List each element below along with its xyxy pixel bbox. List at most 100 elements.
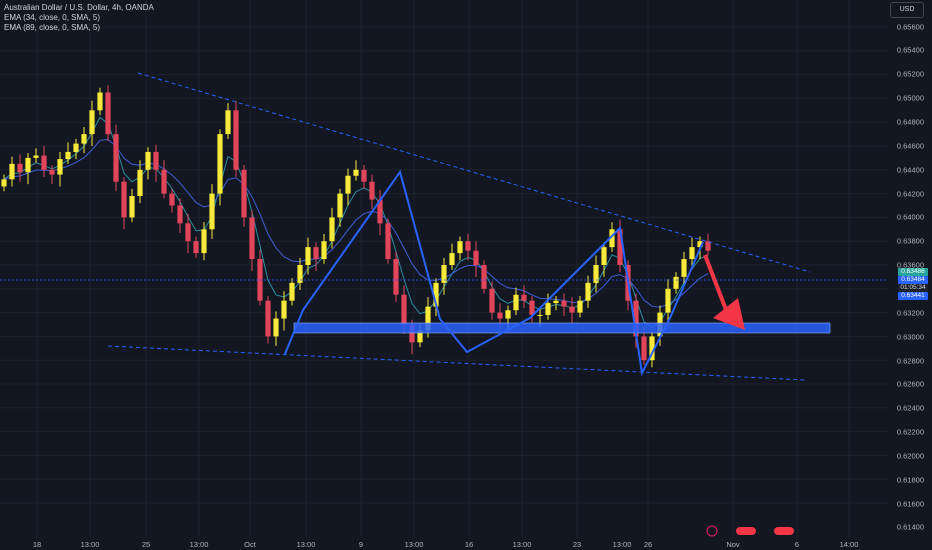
bear-candle [641, 336, 647, 361]
bull-candle [425, 306, 431, 331]
down-arrow-head [713, 298, 745, 330]
bear-candle [361, 169, 367, 182]
bull-candle [337, 193, 343, 218]
bull-candle [417, 330, 423, 343]
bull-candle [73, 143, 79, 152]
bull-candle [441, 265, 447, 283]
bear-candle [41, 155, 47, 170]
bull-candle [81, 134, 87, 144]
event-markers[interactable] [700, 525, 800, 537]
ema-34-line [3, 116, 709, 329]
bull-candle [673, 276, 679, 289]
bull-candle [33, 155, 39, 158]
time-tick: 13:00 [80, 540, 100, 549]
bull-candle [609, 229, 615, 248]
event-marker-icon [706, 525, 718, 537]
bull-candle [1, 179, 7, 187]
support-zone [293, 322, 831, 334]
bear-candle [121, 181, 127, 218]
price-tick: 0.62400 [896, 403, 924, 413]
price-tick: 0.65600 [896, 22, 924, 32]
price-tick: 0.62800 [896, 356, 924, 366]
bear-candle [561, 300, 567, 307]
time-tick: 13:00 [296, 540, 316, 549]
bull-candle [649, 336, 655, 361]
bear-candle [385, 223, 391, 260]
bear-candle [161, 169, 167, 194]
bull-candle [321, 241, 327, 260]
price-tick: 0.65400 [896, 45, 924, 55]
chart-grid [0, 0, 888, 538]
bear-candle [497, 312, 503, 319]
pattern-zigzag [284, 169, 704, 377]
bull-candle [593, 265, 599, 283]
bull-candle [145, 151, 151, 170]
bull-candle [585, 282, 591, 301]
time-tick: 16 [464, 540, 474, 549]
bull-candle [697, 241, 703, 248]
price-tick: 0.64200 [896, 189, 924, 199]
time-axis[interactable]: 18 13:00 25 13:00 Oct 13:00 9 13:00 16 1… [0, 540, 888, 550]
bull-candle [137, 169, 143, 196]
price-tick: 0.62200 [896, 427, 924, 437]
time-tick: 6 [794, 540, 800, 549]
ema-slow-price-tag: 0.63441 [898, 292, 928, 300]
time-tick: 14:00 [839, 540, 859, 549]
price-tick: 0.61800 [896, 475, 924, 485]
bear-candle [193, 241, 199, 254]
price-tick: 0.64600 [896, 141, 924, 151]
price-tick: 0.65200 [896, 69, 924, 79]
chart-legend: Australian Dollar / U.S. Dollar, 4h, OAN… [4, 3, 154, 33]
flag-marker-icon [774, 527, 794, 535]
price-tick: 0.64000 [896, 212, 924, 222]
bull-candle [537, 314, 543, 316]
time-tick: 13:00 [189, 540, 209, 549]
bull-candle [297, 265, 303, 283]
bull-candle [449, 253, 455, 265]
bull-candle [305, 247, 311, 265]
countdown-tag: 01:05:34 [898, 284, 928, 292]
legend-title: Australian Dollar / U.S. Dollar, 4h, OAN… [4, 3, 154, 12]
price-tick: 0.63000 [896, 332, 924, 342]
time-tick: 13:00 [612, 540, 632, 549]
price-tick: 0.63800 [896, 236, 924, 246]
lower-trendline [107, 345, 806, 381]
time-tick: Oct [244, 540, 256, 549]
bull-candle [129, 195, 135, 218]
time-tick: 13:00 [404, 540, 424, 549]
time-tick: 9 [358, 540, 364, 549]
bull-candle [505, 310, 511, 319]
down-arrow [703, 254, 730, 316]
bull-candle [601, 247, 607, 265]
bull-candle [289, 282, 295, 301]
price-axis[interactable]: 0.65600 0.65400 0.65200 0.65000 0.64800 … [888, 0, 932, 532]
bull-candle [89, 110, 95, 135]
bull-candle [57, 159, 63, 175]
bear-candle [233, 110, 239, 170]
time-tick: 25 [141, 540, 151, 549]
bull-candle [577, 300, 583, 313]
price-tick: 0.62000 [896, 451, 924, 461]
bull-candle [25, 157, 31, 173]
legend-ema-89: EMA (89, close, 0, SMA, 5) [4, 23, 101, 32]
price-tick: 0.61400 [896, 522, 924, 532]
bear-candle [409, 324, 415, 343]
bear-candle [265, 300, 271, 337]
ema-lines [3, 116, 709, 329]
currency-button[interactable]: USD [890, 2, 924, 18]
time-tick: 13:00 [512, 540, 532, 549]
bull-candle [281, 300, 287, 319]
ema-fast-price-tag: 0.63486 [898, 268, 928, 276]
bull-candle [513, 294, 519, 311]
bear-candle [105, 92, 111, 135]
bear-candle [617, 229, 623, 265]
bull-candle [681, 259, 687, 277]
bear-candle [241, 169, 247, 218]
bear-candle [249, 217, 255, 260]
bull-candle [217, 134, 223, 194]
bull-candle [433, 282, 439, 307]
time-tick: 18 [32, 540, 42, 549]
bear-candle [569, 306, 575, 313]
bull-candle [345, 175, 351, 194]
